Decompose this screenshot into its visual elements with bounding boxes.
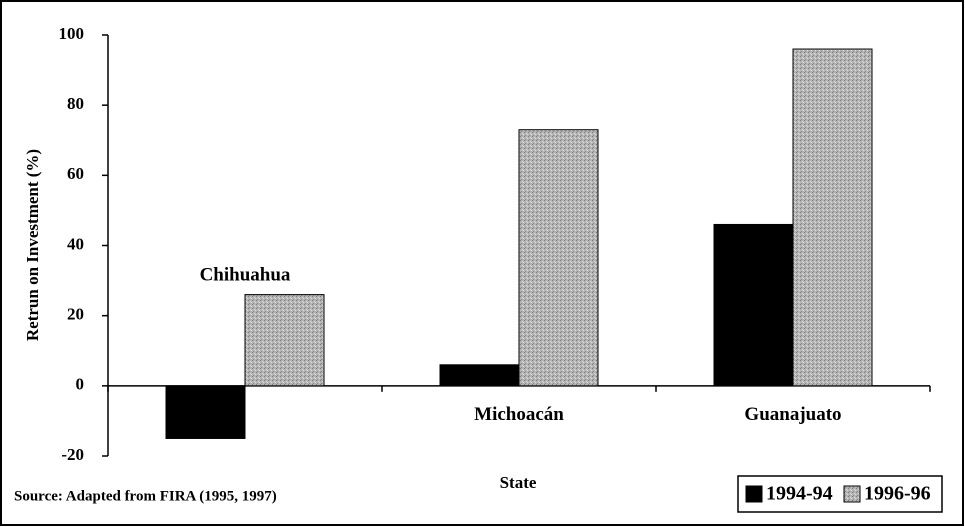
x-axis-label: State [500, 473, 537, 492]
y-tick-label: 20 [67, 305, 84, 324]
bar [165, 385, 246, 439]
bar [518, 129, 599, 387]
category-label: Michoacán [474, 404, 564, 425]
legend-label: 1994-94 [766, 483, 833, 505]
bar [244, 294, 325, 387]
y-tick-label: -20 [61, 445, 84, 464]
legend-swatch [843, 485, 861, 503]
bar [713, 223, 794, 387]
bar [439, 364, 520, 387]
y-axis-label: Retrun on Investment (%) [23, 149, 42, 341]
legend-label: 1996-96 [864, 483, 931, 505]
y-tick-label: 100 [59, 24, 85, 43]
y-tick-label: 0 [76, 375, 85, 394]
y-tick-label: 40 [67, 234, 84, 253]
legend-box [737, 475, 943, 513]
category-label: Guanajuato [744, 404, 841, 425]
y-tick-label: 60 [67, 164, 84, 183]
category-label: Chihuahua [200, 264, 291, 285]
annotation: Source: Adapted from FIRA (1995, 1997) [14, 488, 277, 504]
legend-swatch [745, 485, 763, 503]
y-tick-label: 80 [67, 94, 84, 113]
bar [792, 48, 873, 387]
